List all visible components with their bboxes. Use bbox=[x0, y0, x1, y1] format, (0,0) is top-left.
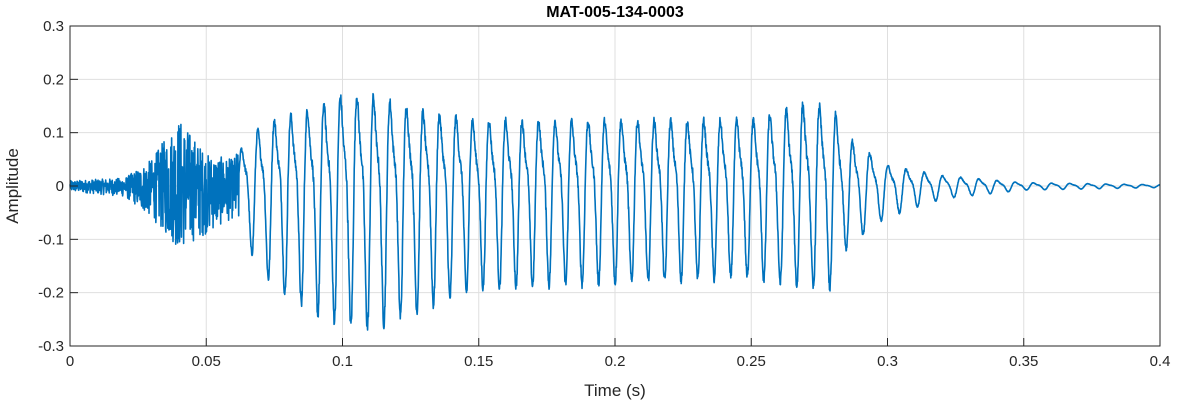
y-tick-label: 0.3 bbox=[43, 18, 64, 35]
x-tick-label: 0.4 bbox=[1150, 353, 1171, 370]
y-axis-label: Amplitude bbox=[3, 148, 22, 224]
y-tick-label: -0.3 bbox=[38, 338, 64, 355]
x-tick-label: 0.2 bbox=[605, 353, 626, 370]
x-tick-label: 0.05 bbox=[192, 353, 221, 370]
x-tick-label: 0.15 bbox=[464, 353, 493, 370]
y-tick-label: -0.2 bbox=[38, 285, 64, 302]
y-axis: 0.3 0.2 0.1 0 -0.1 -0.2 -0.3 bbox=[38, 18, 78, 355]
x-tick-label: 0.35 bbox=[1009, 353, 1038, 370]
y-tick-label: 0 bbox=[56, 178, 64, 195]
y-tick-label: -0.1 bbox=[38, 231, 64, 248]
x-tick-label: 0.25 bbox=[737, 353, 766, 370]
x-axis: 0 0.05 0.1 0.15 0.2 0.25 0.3 0.35 0.4 bbox=[66, 338, 1171, 370]
waveform-line bbox=[69, 92, 1161, 331]
y-tick-label: 0.1 bbox=[43, 125, 64, 142]
series-layer bbox=[69, 92, 1161, 331]
x-tick-label: 0 bbox=[66, 353, 74, 370]
y-tick-label: 0.2 bbox=[43, 71, 64, 88]
x-axis-label: Time (s) bbox=[584, 381, 646, 400]
chart-title: MAT-005-134-0003 bbox=[546, 4, 684, 21]
x-tick-label: 0.3 bbox=[877, 353, 898, 370]
x-tick-label: 0.1 bbox=[332, 353, 353, 370]
